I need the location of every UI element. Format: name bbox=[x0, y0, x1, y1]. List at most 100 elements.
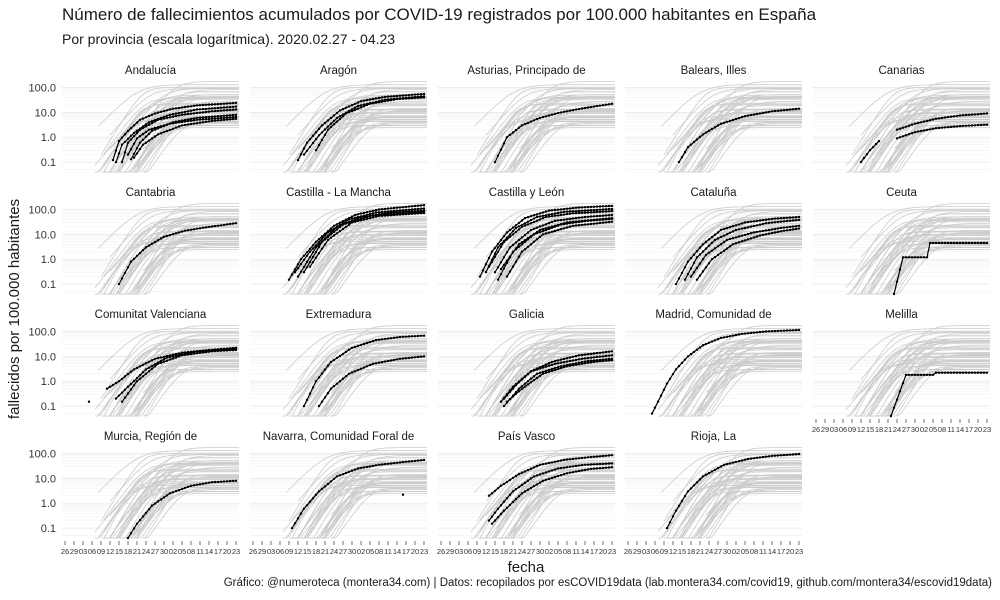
data-point bbox=[904, 373, 908, 377]
data-point bbox=[547, 461, 551, 465]
data-point bbox=[201, 226, 205, 229]
data-point bbox=[177, 125, 181, 128]
data-point bbox=[752, 220, 756, 223]
background-series-line bbox=[658, 362, 802, 417]
data-point bbox=[677, 160, 681, 164]
data-point bbox=[350, 217, 354, 220]
data-point bbox=[305, 141, 309, 144]
x-tick-label: 21 bbox=[321, 547, 329, 556]
data-point bbox=[556, 228, 560, 232]
data-point bbox=[526, 383, 530, 386]
data-point bbox=[934, 241, 938, 245]
data-point bbox=[416, 334, 420, 338]
data-point bbox=[547, 362, 551, 365]
x-tick-label: 29 bbox=[70, 547, 78, 556]
data-point bbox=[374, 362, 378, 365]
data-point bbox=[797, 452, 801, 456]
data-point bbox=[180, 106, 184, 109]
data-point bbox=[362, 99, 366, 102]
data-point bbox=[162, 117, 166, 120]
background-series-line bbox=[697, 366, 802, 417]
data-point bbox=[326, 125, 330, 128]
data-point bbox=[129, 382, 133, 386]
data-point bbox=[487, 256, 491, 260]
background-series-line bbox=[95, 484, 239, 539]
x-tick-label: 17 bbox=[590, 547, 598, 556]
background-series-line bbox=[863, 363, 990, 415]
x-tick-label: 05 bbox=[366, 547, 374, 556]
data-point bbox=[159, 356, 163, 359]
data-point bbox=[553, 468, 557, 471]
data-point bbox=[368, 214, 372, 218]
data-point bbox=[150, 364, 154, 368]
background-series-line bbox=[851, 208, 990, 278]
data-point bbox=[565, 360, 569, 363]
data-point bbox=[985, 371, 989, 374]
data-point bbox=[979, 241, 983, 245]
data-point bbox=[162, 360, 166, 363]
data-point bbox=[120, 143, 124, 146]
data-point bbox=[764, 111, 768, 114]
data-point bbox=[416, 93, 420, 96]
data-point bbox=[565, 210, 569, 213]
data-point bbox=[559, 361, 563, 364]
data-point bbox=[586, 106, 590, 109]
data-point bbox=[610, 220, 614, 223]
data-point bbox=[589, 222, 593, 226]
data-point bbox=[201, 116, 205, 119]
data-point bbox=[314, 244, 318, 247]
data-point bbox=[946, 371, 950, 374]
x-tick-label: 17 bbox=[965, 425, 973, 434]
data-point bbox=[332, 114, 336, 117]
data-point bbox=[171, 107, 175, 110]
data-point bbox=[538, 212, 542, 215]
data-point bbox=[535, 219, 539, 222]
data-point bbox=[704, 266, 708, 269]
data-point bbox=[574, 108, 578, 111]
facet-panel: Canarias bbox=[813, 65, 991, 173]
data-point bbox=[213, 349, 217, 353]
data-point bbox=[574, 457, 578, 460]
data-point bbox=[946, 115, 950, 119]
data-point bbox=[586, 205, 590, 209]
data-point bbox=[222, 114, 226, 117]
data-point bbox=[710, 258, 714, 261]
data-point bbox=[556, 367, 560, 371]
data-point bbox=[195, 227, 199, 230]
data-point bbox=[392, 98, 396, 101]
data-point bbox=[407, 460, 411, 463]
data-point bbox=[934, 371, 938, 374]
data-point bbox=[314, 131, 318, 134]
y-tick-label: 0.1 bbox=[41, 157, 56, 169]
data-point bbox=[308, 138, 312, 141]
background-series-line bbox=[510, 122, 615, 173]
data-point bbox=[174, 490, 178, 493]
data-point bbox=[686, 355, 690, 358]
x-tick-label: 20 bbox=[786, 547, 794, 556]
data-point bbox=[556, 219, 560, 222]
background-series-line bbox=[97, 328, 239, 371]
data-point bbox=[195, 122, 199, 125]
data-point bbox=[550, 363, 554, 366]
background-series-line bbox=[501, 127, 615, 173]
background-series-line bbox=[675, 485, 802, 537]
data-point bbox=[583, 223, 587, 226]
data-point bbox=[401, 213, 405, 216]
data-point bbox=[520, 483, 524, 487]
data-point bbox=[586, 356, 590, 360]
data-point bbox=[129, 148, 133, 151]
background-series-line bbox=[324, 102, 427, 170]
data-point bbox=[955, 125, 959, 128]
data-point bbox=[359, 212, 363, 215]
data-point bbox=[347, 470, 351, 474]
data-point bbox=[719, 228, 723, 232]
data-point bbox=[686, 145, 690, 149]
data-point bbox=[568, 207, 572, 210]
data-point bbox=[577, 354, 581, 357]
data-point bbox=[692, 350, 696, 354]
data-point bbox=[213, 480, 217, 484]
x-tick-label: 02 bbox=[357, 547, 365, 556]
data-point bbox=[153, 135, 157, 138]
data-point bbox=[496, 507, 500, 510]
data-point bbox=[159, 110, 163, 114]
